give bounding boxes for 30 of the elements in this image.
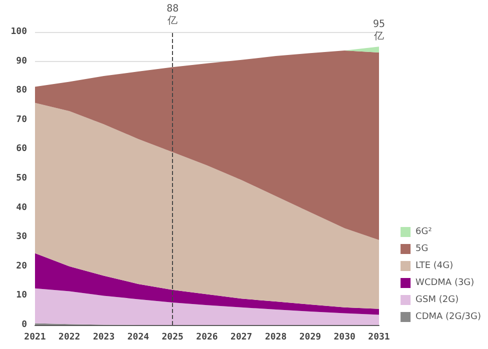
annotation: 95 亿 <box>372 19 386 42</box>
x-tick-label: 2031 <box>368 332 390 342</box>
legend-label: LTE (4G) <box>416 261 454 271</box>
x-tick-label: 2023 <box>92 332 115 342</box>
legend-label: GSM (2G) <box>416 295 459 305</box>
x-tick-label: 2022 <box>58 332 80 342</box>
ref-line-label: 88 亿 <box>166 4 179 26</box>
x-tick-label: 2030 <box>334 332 356 342</box>
y-tick-label: 60 <box>16 144 27 154</box>
x-tick-label: 2025 <box>162 332 184 342</box>
y-tick-label: 10 <box>16 290 27 301</box>
y-tick-label: 100 <box>10 27 27 37</box>
legend-label: WCDMA (3G) <box>416 278 474 288</box>
y-tick-label: 40 <box>16 202 27 213</box>
legend-label: CDMA (2G/3G) <box>416 312 481 322</box>
y-tick-label: 20 <box>16 261 27 272</box>
x-tick-label: 2021 <box>24 332 46 342</box>
x-tick-label: 2029 <box>299 332 322 342</box>
y-tick-label: 80 <box>16 86 27 96</box>
y-tick-label: 90 <box>16 56 27 66</box>
legend-label: 5G <box>416 244 428 254</box>
y-tick-label: 30 <box>16 232 27 242</box>
x-tick-label: 2024 <box>127 332 150 342</box>
y-tick-label: 70 <box>16 114 27 125</box>
x-tick-label: 2026 <box>196 332 218 342</box>
x-tick-label: 2027 <box>230 332 252 342</box>
y-tick-label: 0 <box>22 320 27 330</box>
y-tick-label: 50 <box>16 174 27 184</box>
legend-label: 6G² <box>416 227 432 237</box>
x-tick-label: 2028 <box>264 332 287 342</box>
